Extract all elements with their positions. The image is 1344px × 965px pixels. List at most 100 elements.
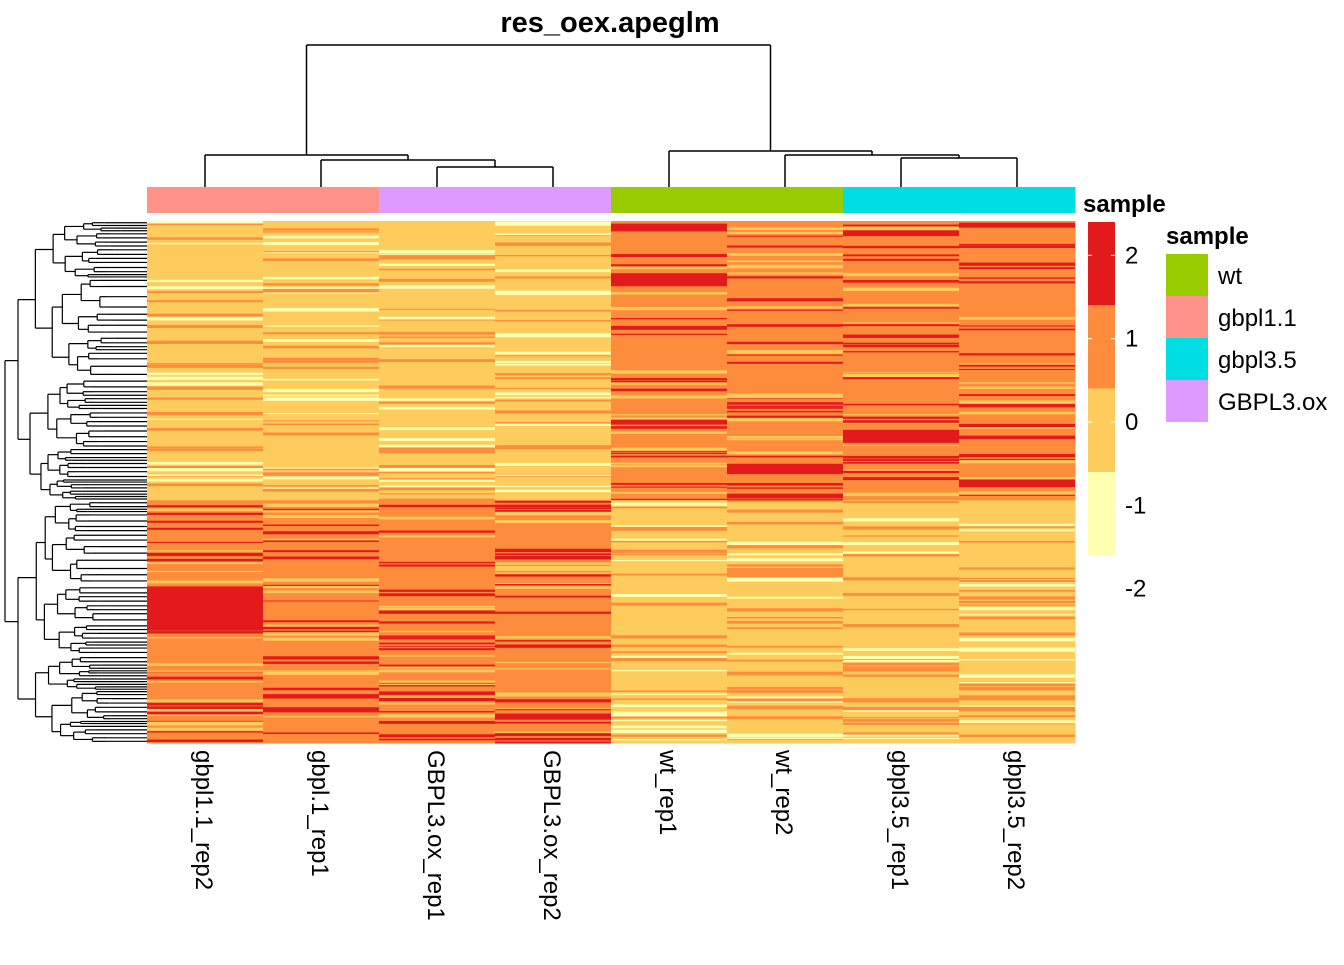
heat-row-stripe bbox=[611, 713, 727, 717]
heat-row-stripe bbox=[959, 491, 1075, 495]
heat-row-stripe bbox=[147, 397, 263, 400]
heat-row-stripe bbox=[263, 308, 379, 312]
heat-row-stripe bbox=[959, 426, 1075, 429]
heat-row-stripe bbox=[959, 454, 1075, 458]
heat-row-stripe bbox=[611, 388, 727, 392]
heat-row-stripe bbox=[147, 699, 263, 703]
heat-row-stripe bbox=[263, 624, 379, 627]
heat-row-stripe bbox=[611, 729, 727, 733]
column-label-gbpl3.5_rep2: gbpl3.5_rep2 bbox=[1002, 750, 1029, 890]
heat-row-stripe bbox=[727, 553, 843, 556]
heat-row-stripe bbox=[727, 737, 843, 740]
heat-row-stripe bbox=[727, 298, 843, 302]
heat-row-stripe bbox=[495, 504, 611, 508]
heat-row-stripe bbox=[611, 254, 727, 258]
heat-row-stripe bbox=[147, 363, 263, 365]
annotation-cell-GBPL3.ox_rep1 bbox=[379, 187, 496, 213]
heat-row-stripe bbox=[263, 556, 379, 560]
heat-row-stripe bbox=[727, 690, 843, 693]
heat-row-stripe bbox=[495, 410, 611, 414]
heat-row-stripe bbox=[147, 313, 263, 317]
heat-row-stripe bbox=[147, 637, 263, 639]
heat-row-stripe bbox=[147, 221, 263, 224]
heat-row-stripe bbox=[263, 288, 379, 293]
heat-row-stripe bbox=[959, 540, 1075, 543]
heat-row-stripe bbox=[959, 529, 1075, 532]
heat-row-stripe bbox=[263, 514, 379, 519]
heat-row-stripe bbox=[147, 580, 263, 584]
heat-row-stripe bbox=[959, 708, 1075, 712]
heat-row-stripe bbox=[495, 387, 611, 389]
heat-row-stripe bbox=[843, 500, 959, 504]
heat-row-stripe bbox=[727, 545, 843, 549]
heat-row-stripe bbox=[263, 378, 379, 381]
heat-row-stripe bbox=[727, 260, 843, 263]
heat-row-stripe bbox=[147, 483, 263, 487]
heat-row-stripe bbox=[611, 333, 727, 335]
heat-row-stripe bbox=[263, 332, 379, 335]
heat-row-stripe bbox=[727, 418, 843, 422]
heat-row-stripe bbox=[959, 720, 1075, 724]
heat-row-stripe bbox=[379, 642, 495, 646]
heat-row-stripe bbox=[611, 419, 727, 424]
heat-row-stripe bbox=[727, 509, 843, 513]
heat-row-stripe bbox=[959, 647, 1075, 651]
heat-row-stripe bbox=[147, 631, 263, 634]
heat-row-stripe bbox=[959, 708, 1075, 710]
heat-row-stripe bbox=[147, 466, 263, 470]
heat-row-stripe bbox=[959, 382, 1075, 384]
heat-row-stripe bbox=[495, 572, 611, 575]
heat-row-stripe bbox=[959, 353, 1075, 356]
heat-row-stripe bbox=[495, 556, 611, 560]
column-label-wt_rep2: wt_rep2 bbox=[770, 749, 797, 835]
heat-row-stripe bbox=[611, 491, 727, 494]
heat-row-stripe bbox=[959, 363, 1075, 365]
heat-row-stripe bbox=[495, 668, 611, 670]
heat-row-stripe bbox=[611, 538, 727, 541]
heat-row-stripe bbox=[263, 670, 379, 672]
heat-row-stripe bbox=[263, 584, 379, 586]
heat-row-stripe bbox=[379, 702, 495, 705]
heat-row-stripe bbox=[495, 485, 611, 488]
heat-row-stripe bbox=[959, 632, 1075, 636]
heat-row-stripe bbox=[611, 264, 727, 267]
heat-row-stripe bbox=[147, 527, 263, 530]
heat-row-stripe bbox=[147, 714, 263, 716]
heat-row-stripe bbox=[611, 528, 727, 531]
heat-row-stripe bbox=[611, 651, 727, 654]
heat-row-stripe bbox=[959, 590, 1075, 592]
heat-row-stripe bbox=[263, 510, 379, 513]
column-annotation-bar bbox=[147, 187, 1076, 213]
heat-cell-gbpl1.1_rep2-block-1 bbox=[147, 221, 264, 501]
heat-row-stripe bbox=[147, 462, 263, 465]
heat-row-stripe bbox=[843, 477, 959, 481]
heat-row-stripe bbox=[959, 695, 1075, 698]
heat-row-stripe bbox=[147, 721, 263, 725]
heat-row-stripe bbox=[959, 436, 1075, 440]
heat-row-stripe bbox=[263, 413, 379, 415]
heat-row-stripe bbox=[147, 478, 263, 482]
heat-row-stripe bbox=[147, 474, 263, 477]
heat-row-stripe bbox=[147, 223, 263, 226]
heat-row-stripe bbox=[611, 734, 727, 737]
heat-row-stripe bbox=[147, 300, 263, 303]
annotation-cell-gbpl1.1_rep2 bbox=[147, 187, 264, 213]
heat-row-stripe bbox=[727, 671, 843, 675]
heat-row-stripe bbox=[843, 624, 959, 628]
heat-row-stripe bbox=[959, 706, 1075, 709]
annotation-cell-gbpl3.5_rep2 bbox=[959, 187, 1076, 213]
heat-row-stripe bbox=[379, 697, 495, 702]
heat-row-stripe bbox=[147, 552, 263, 557]
heat-row-stripe bbox=[263, 671, 379, 675]
heat-row-stripe bbox=[263, 251, 379, 254]
heat-row-stripe bbox=[727, 394, 843, 399]
heat-row-stripe bbox=[959, 458, 1075, 460]
heat-cell-gbpl3.5_rep2-block-2 bbox=[959, 500, 1076, 744]
heat-row-stripe bbox=[843, 660, 959, 662]
column-dendrogram bbox=[204, 44, 1018, 187]
heat-row-stripe bbox=[263, 468, 379, 471]
heatmap-body bbox=[147, 221, 1076, 744]
heat-row-stripe bbox=[843, 403, 959, 406]
heat-row-stripe bbox=[379, 621, 495, 624]
heat-row-stripe bbox=[379, 438, 495, 441]
